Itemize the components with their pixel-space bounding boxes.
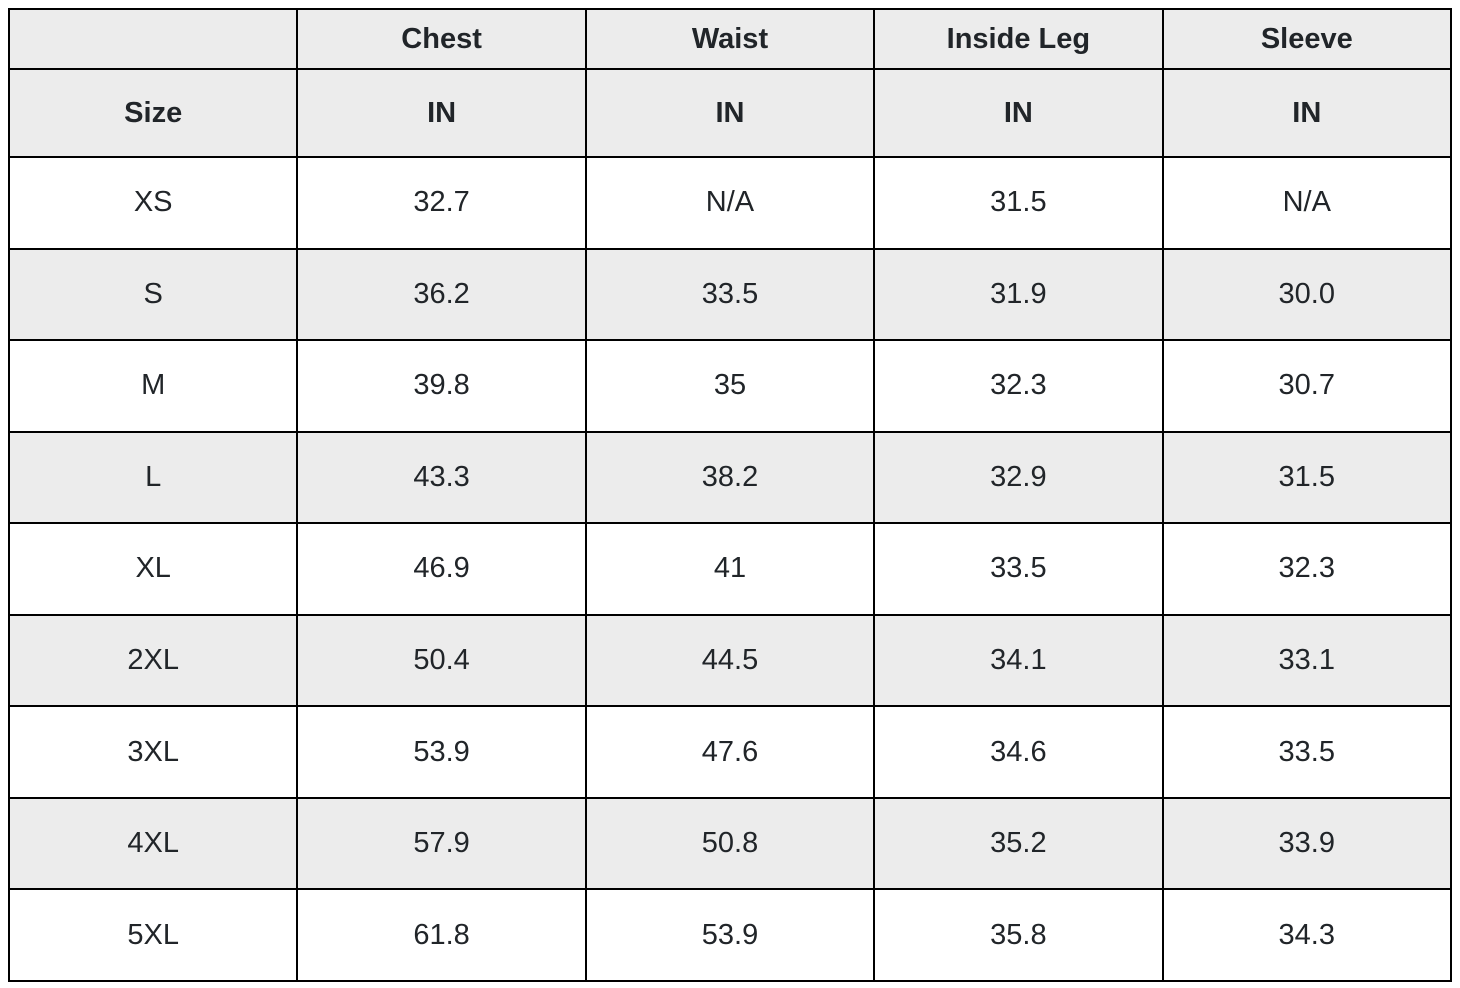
subheader-cell-inside-leg-unit: IN — [873, 68, 1164, 158]
chest-cell: 32.7 — [296, 156, 587, 250]
waist-cell: 44.5 — [584, 613, 876, 708]
inside-leg-cell: 34.6 — [873, 705, 1164, 799]
chest-cell: 50.4 — [296, 613, 587, 708]
subheader-cell-sleeve-unit: IN — [1161, 68, 1453, 158]
inside-leg-cell: 33.5 — [873, 522, 1164, 616]
waist-cell: 33.5 — [584, 247, 876, 342]
waist-cell: 35 — [584, 339, 876, 433]
chest-cell: 57.9 — [296, 796, 587, 891]
inside-leg-cell: 34.1 — [873, 613, 1164, 708]
size-cell: XL — [7, 522, 299, 616]
waist-cell: 41 — [584, 522, 876, 616]
sleeve-cell: 33.5 — [1161, 705, 1453, 799]
subheader-cell-size: Size — [7, 68, 299, 158]
inside-leg-cell: 35.2 — [873, 796, 1164, 891]
header-cell-inside-leg: Inside Leg — [873, 8, 1164, 70]
size-cell: 4XL — [7, 796, 299, 891]
table-row-4xl: 4XL 57.9 50.8 35.2 33.9 — [7, 796, 1453, 891]
inside-leg-cell: 31.9 — [873, 247, 1164, 342]
sleeve-cell: 33.1 — [1161, 613, 1453, 708]
chest-cell: 36.2 — [296, 247, 587, 342]
size-cell: S — [7, 247, 299, 342]
inside-leg-cell: 31.5 — [873, 156, 1164, 250]
table-row-2xl: 2XL 50.4 44.5 34.1 33.1 — [7, 613, 1453, 708]
size-cell: 3XL — [7, 705, 299, 799]
waist-cell: N/A — [584, 156, 876, 250]
header-cell-waist: Waist — [584, 8, 876, 70]
measurement-header-row: Chest Waist Inside Leg Sleeve — [7, 8, 1453, 70]
header-cell-chest: Chest — [296, 8, 587, 70]
table-row-xs: XS 32.7 N/A 31.5 N/A — [7, 156, 1453, 250]
inside-leg-cell: 32.9 — [873, 430, 1164, 525]
size-cell: L — [7, 430, 299, 525]
waist-cell: 47.6 — [584, 705, 876, 799]
sleeve-cell: 30.7 — [1161, 339, 1453, 433]
subheader-cell-chest-unit: IN — [296, 68, 587, 158]
unit-header-row: Size IN IN IN IN — [7, 68, 1453, 158]
chest-cell: 39.8 — [296, 339, 587, 433]
waist-cell: 53.9 — [584, 888, 876, 982]
chest-cell: 61.8 — [296, 888, 587, 982]
table-row-5xl: 5XL 61.8 53.9 35.8 34.3 — [7, 888, 1453, 982]
table-row-xl: XL 46.9 41 33.5 32.3 — [7, 522, 1453, 616]
sleeve-cell: 30.0 — [1161, 247, 1453, 342]
table-header: Chest Waist Inside Leg Sleeve Size IN IN… — [7, 8, 1453, 158]
header-cell-empty — [7, 8, 299, 70]
table-body: XS 32.7 N/A 31.5 N/A S 36.2 33.5 31.9 30… — [7, 156, 1453, 982]
size-chart-table: Chest Waist Inside Leg Sleeve Size IN IN… — [7, 8, 1453, 982]
table-row-s: S 36.2 33.5 31.9 30.0 — [7, 247, 1453, 342]
chest-cell: 46.9 — [296, 522, 587, 616]
sleeve-cell: 34.3 — [1161, 888, 1453, 982]
sleeve-cell: 32.3 — [1161, 522, 1453, 616]
size-cell: M — [7, 339, 299, 433]
header-cell-sleeve: Sleeve — [1161, 8, 1453, 70]
size-cell: 2XL — [7, 613, 299, 708]
sleeve-cell: 31.5 — [1161, 430, 1453, 525]
sleeve-cell: 33.9 — [1161, 796, 1453, 891]
table-row-3xl: 3XL 53.9 47.6 34.6 33.5 — [7, 705, 1453, 799]
chest-cell: 43.3 — [296, 430, 587, 525]
chest-cell: 53.9 — [296, 705, 587, 799]
waist-cell: 50.8 — [584, 796, 876, 891]
size-cell: XS — [7, 156, 299, 250]
inside-leg-cell: 32.3 — [873, 339, 1164, 433]
table-row-m: M 39.8 35 32.3 30.7 — [7, 339, 1453, 433]
size-cell: 5XL — [7, 888, 299, 982]
table-row-l: L 43.3 38.2 32.9 31.5 — [7, 430, 1453, 525]
inside-leg-cell: 35.8 — [873, 888, 1164, 982]
sleeve-cell: N/A — [1161, 156, 1453, 250]
subheader-cell-waist-unit: IN — [584, 68, 876, 158]
waist-cell: 38.2 — [584, 430, 876, 525]
